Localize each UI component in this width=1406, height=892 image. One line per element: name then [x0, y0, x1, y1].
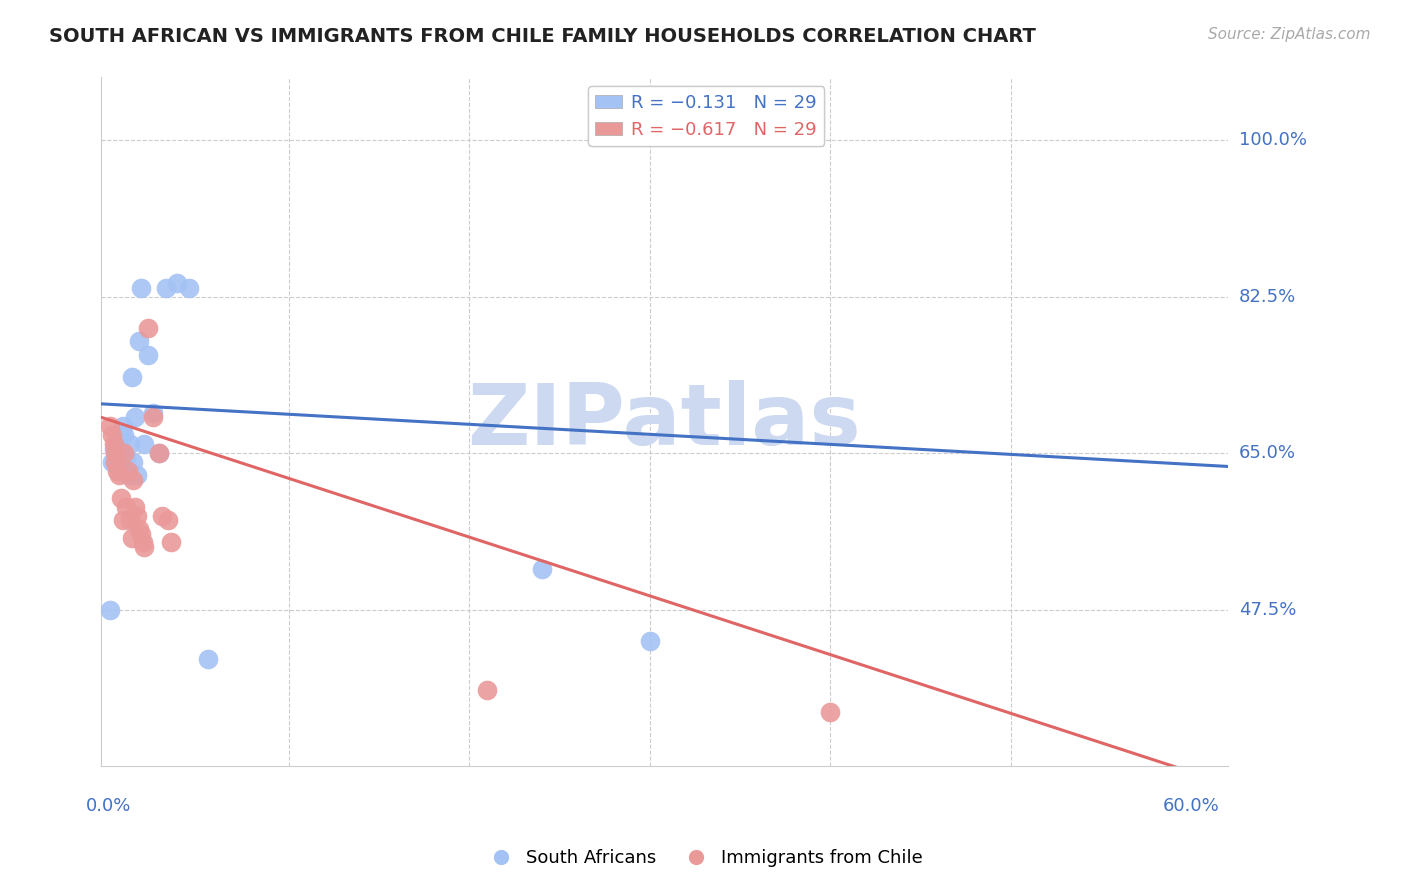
Point — [128, 334, 150, 349]
Text: 65.0%: 65.0% — [1239, 444, 1296, 462]
Point — [103, 442, 125, 456]
Point — [110, 446, 132, 460]
Point — [115, 500, 138, 514]
Text: 0.0%: 0.0% — [86, 797, 131, 814]
Text: 47.5%: 47.5% — [1239, 600, 1296, 618]
Point — [104, 455, 127, 469]
Point — [101, 428, 124, 442]
Legend: R = −0.131   N = 29, R = −0.617   N = 29: R = −0.131 N = 29, R = −0.617 N = 29 — [588, 87, 824, 146]
Point — [179, 280, 201, 294]
Text: SOUTH AFRICAN VS IMMIGRANTS FROM CHILE FAMILY HOUSEHOLDS CORRELATION CHART: SOUTH AFRICAN VS IMMIGRANTS FROM CHILE F… — [49, 27, 1036, 45]
Point — [105, 437, 128, 451]
Point — [155, 280, 177, 294]
Point — [108, 459, 131, 474]
Point — [129, 280, 152, 294]
Point — [105, 464, 128, 478]
Point — [127, 508, 149, 523]
Point — [118, 513, 141, 527]
Point — [127, 468, 149, 483]
Point — [148, 446, 170, 460]
Point — [131, 535, 153, 549]
Point — [98, 602, 121, 616]
Point — [129, 526, 152, 541]
Point — [160, 535, 183, 549]
Point — [104, 446, 127, 460]
Point — [111, 513, 134, 527]
Point — [104, 455, 127, 469]
Point — [115, 450, 138, 465]
Point — [134, 540, 156, 554]
Point — [166, 276, 188, 290]
Point — [142, 406, 165, 420]
Point — [111, 419, 134, 434]
Point — [103, 437, 125, 451]
Point — [114, 446, 136, 460]
Point — [530, 562, 553, 576]
Point — [118, 437, 141, 451]
Point — [117, 468, 139, 483]
Point — [117, 464, 139, 478]
Point — [142, 410, 165, 425]
Point — [98, 419, 121, 434]
Point — [134, 437, 156, 451]
Legend: South Africans, Immigrants from Chile: South Africans, Immigrants from Chile — [475, 842, 931, 874]
Text: Source: ZipAtlas.com: Source: ZipAtlas.com — [1208, 27, 1371, 42]
Point — [121, 370, 143, 384]
Text: 60.0%: 60.0% — [1163, 797, 1220, 814]
Point — [148, 446, 170, 460]
Point — [124, 410, 146, 425]
Point — [124, 500, 146, 514]
Point — [128, 522, 150, 536]
Point — [110, 491, 132, 505]
Point — [136, 348, 159, 362]
Text: 82.5%: 82.5% — [1239, 287, 1296, 306]
Point — [121, 531, 143, 545]
Point — [114, 428, 136, 442]
Point — [820, 706, 842, 720]
Point — [101, 455, 124, 469]
Point — [477, 683, 499, 698]
Text: 100.0%: 100.0% — [1239, 131, 1306, 149]
Point — [150, 508, 173, 523]
Point — [110, 464, 132, 478]
Point — [136, 321, 159, 335]
Text: ZIPatlas: ZIPatlas — [467, 380, 860, 463]
Point — [108, 468, 131, 483]
Point — [156, 513, 179, 527]
Point — [122, 473, 145, 487]
Point — [638, 633, 661, 648]
Point — [122, 455, 145, 469]
Point — [197, 651, 219, 665]
